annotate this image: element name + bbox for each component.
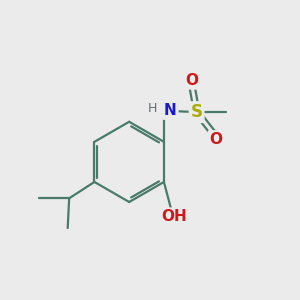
Text: S: S: [190, 103, 202, 121]
Text: O: O: [186, 73, 199, 88]
Text: H: H: [148, 102, 157, 115]
Text: N: N: [164, 103, 177, 118]
Text: O: O: [209, 132, 223, 147]
Text: OH: OH: [161, 209, 187, 224]
